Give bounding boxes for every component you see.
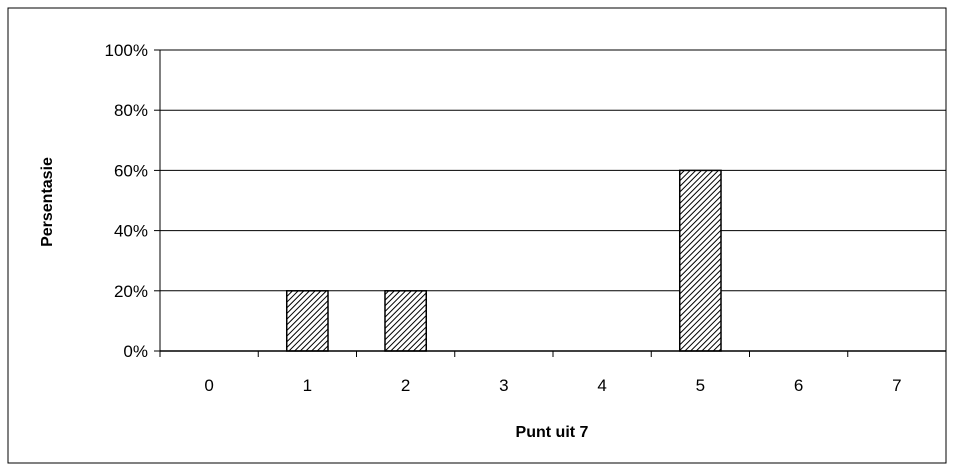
y-axis-label: Persentasie [39,157,56,247]
x-tick-label: 5 [696,376,705,395]
x-tick-label: 4 [597,376,606,395]
bar-5 [678,169,722,352]
x-axis-label: Punt uit 7 [516,424,589,441]
x-tick-label: 2 [401,376,410,395]
chart-border [7,7,947,464]
y-tick-label: 20% [114,282,148,301]
x-tick-label: 1 [303,376,312,395]
bar-2 [384,290,428,352]
y-tick-label: 80% [114,101,148,120]
y-tick-label: 0% [123,342,148,361]
x-tick-label: 0 [204,376,213,395]
axes [154,49,947,357]
x-tick-label: 3 [499,376,508,395]
bars [285,169,722,352]
x-tick-labels: 0 1 2 3 4 5 6 7 [204,376,901,395]
y-tick-labels: 0% 20% 40% 60% 80% 100% [105,41,148,361]
x-tick-label: 7 [892,376,901,395]
x-tick-label: 6 [794,376,803,395]
y-tick-label: 100% [105,41,148,60]
gridlines [160,49,946,292]
bar-1 [285,290,329,352]
y-tick-label: 60% [114,161,148,180]
y-tick-label: 40% [114,222,148,241]
